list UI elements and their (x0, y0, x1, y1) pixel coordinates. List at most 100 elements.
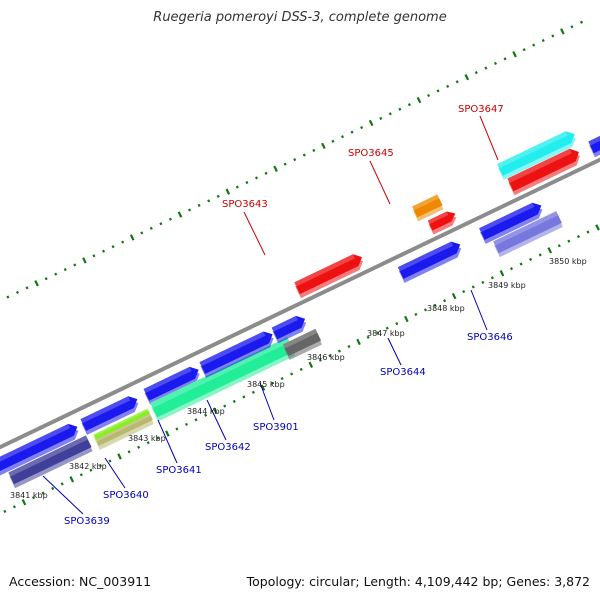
minor-tick (366, 335, 370, 339)
major-tick (260, 384, 266, 391)
major-tick (82, 257, 87, 264)
gene-body (8, 435, 92, 485)
minor-tick (586, 230, 590, 234)
leader-line-bottom (157, 419, 178, 464)
minor-tick (481, 280, 485, 284)
minor-tick (108, 459, 112, 463)
minor-tick (168, 217, 172, 221)
minor-tick (471, 285, 475, 289)
minor-tick (490, 276, 494, 280)
gene-body (150, 337, 295, 418)
gene-label-bottom: SPO3639 (64, 516, 110, 527)
minor-tick (54, 272, 58, 276)
minor-tick (484, 66, 488, 70)
minor-tick (175, 427, 179, 431)
minor-tick (60, 482, 64, 486)
major-tick (308, 361, 314, 369)
minor-tick (414, 312, 418, 317)
leader-line-bottom (470, 289, 488, 331)
minor-tick (360, 125, 364, 130)
minor-tick (532, 43, 536, 47)
minor-tick (32, 496, 36, 500)
gene-label-bottom: SPO3641 (156, 465, 202, 476)
tick-label: 3847 kbp (367, 329, 405, 338)
gene-SPO3642 (199, 331, 274, 378)
minor-tick (538, 253, 542, 257)
gene-feature-6 (412, 194, 444, 222)
gene-features (0, 131, 600, 489)
gene-label-top: SPO3645 (348, 148, 394, 159)
gene-body (282, 328, 322, 357)
minor-tick (159, 222, 163, 226)
genome-info: Topology: circular; Length: 4,109,442 bp… (246, 574, 590, 589)
minor-tick (51, 486, 55, 491)
minor-tick (567, 239, 571, 243)
gene-body (427, 211, 456, 231)
backbone-line (0, 157, 600, 450)
labels: 3841 kbp 3842 kbp 3843 kbp 3844 kbp 3845 kbp… (10, 104, 587, 527)
minor-tick (493, 61, 497, 65)
gene-highlight (271, 315, 298, 332)
tick-label: 3846 kbp (307, 353, 345, 362)
major-tick (356, 338, 361, 346)
minor-tick (280, 377, 284, 381)
tick-label: 3841 kbp (10, 491, 48, 500)
major-tick (69, 476, 75, 483)
major-tick (451, 292, 457, 300)
minor-tick (423, 308, 427, 312)
leader-line-bottom (206, 399, 227, 441)
minor-tick (290, 372, 294, 376)
minor-tick (204, 413, 208, 417)
gene-body (199, 331, 273, 374)
minor-tick (149, 226, 153, 230)
minor-tick (15, 290, 19, 294)
tick-label: 3843 kbp (128, 434, 166, 443)
leader-line-bottom (42, 475, 84, 515)
gene-feature-7 (493, 211, 563, 258)
gene-highlight (199, 331, 266, 367)
map-title: Ruegeria pomeroyi DSS-3, complete genome (153, 10, 447, 25)
gene-highlight (493, 211, 559, 246)
minor-tick (146, 441, 150, 445)
gene-body (397, 241, 461, 279)
gene-body (93, 408, 151, 441)
minor-tick (223, 404, 227, 408)
minor-tick (41, 491, 45, 495)
minor-tick (44, 277, 48, 281)
minor-tick (184, 422, 188, 426)
minor-tick (251, 390, 255, 394)
gene-label-top: SPO3643 (222, 199, 268, 210)
minor-tick (302, 153, 306, 157)
minor-tick (436, 89, 440, 93)
gene-label-bottom: SPO3646 (467, 332, 513, 343)
gene-label-bottom: SPO3640 (103, 490, 149, 501)
gene-body (143, 366, 199, 401)
major-tick (416, 96, 422, 104)
minor-tick (232, 399, 236, 404)
minor-tick (312, 148, 316, 153)
gene-label-top: SPO3647 (458, 104, 504, 115)
tick-label: 3849 kbp (488, 281, 526, 290)
gene-label-bottom: SPO3644 (380, 367, 426, 378)
gene-body (479, 202, 542, 240)
major-tick (129, 234, 135, 241)
gene-feature-8 (497, 131, 576, 180)
gene-highlight (80, 396, 131, 424)
gene-feature-1 (8, 435, 93, 489)
gene-highlight (294, 254, 355, 287)
minor-tick (235, 185, 239, 189)
minor-tick (102, 249, 106, 253)
leader-line-bottom (387, 337, 402, 366)
gene-body (588, 135, 600, 154)
accession-label: Accession: NC_003911 (9, 574, 152, 589)
gene-highlight (412, 194, 440, 211)
minor-tick (98, 464, 102, 468)
gene-feature-4 (150, 337, 296, 422)
minor-tick (385, 326, 389, 330)
minor-tick (197, 203, 201, 207)
leader-line-bottom (259, 382, 275, 421)
minor-tick (271, 381, 275, 385)
major-tick (34, 280, 39, 287)
minor-tick (474, 71, 478, 75)
tick-row-bottom (3, 224, 600, 513)
